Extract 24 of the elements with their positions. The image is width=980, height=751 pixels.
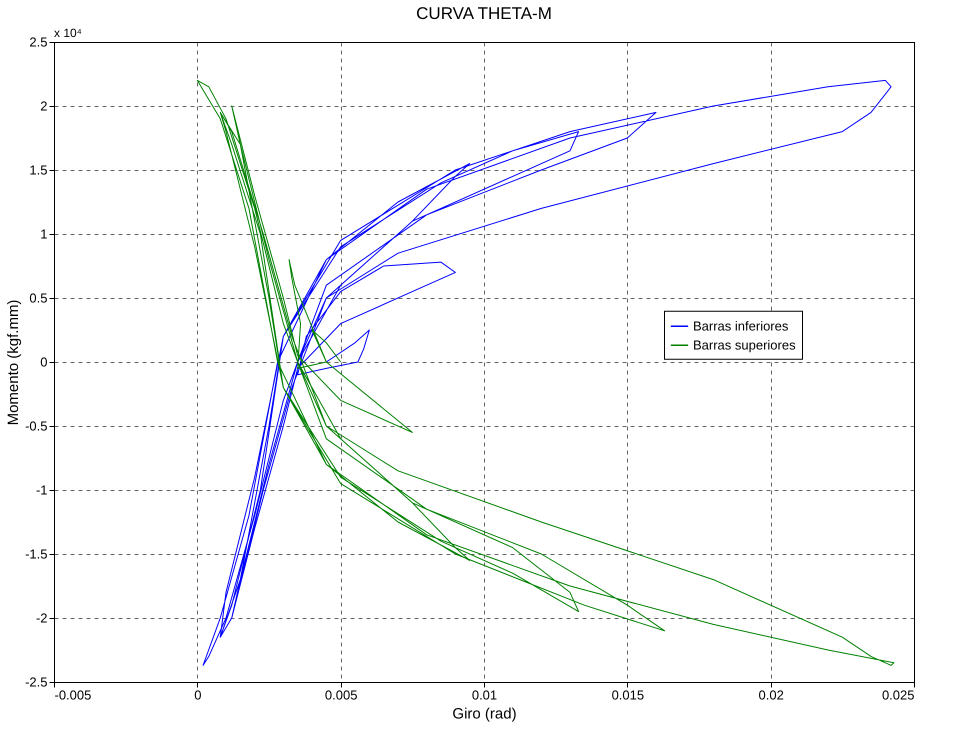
y-tick-label: -0.5 [25, 418, 48, 434]
x-tick-label: 0.005 [324, 688, 358, 702]
x-tick-label: 0.015 [612, 688, 644, 702]
y-axis-title: Momento (kgf.mm) [5, 300, 22, 426]
legend-label: Barras superiores [693, 337, 796, 352]
y-tick-label: -1.5 [25, 546, 48, 562]
x-tick-label: 0.01 [472, 688, 498, 702]
y-tick-label: 0.5 [29, 290, 48, 306]
x-tick-label: 0.025 [882, 688, 914, 702]
chart-title: CURVA THETA-M [416, 4, 552, 23]
y-tick-label: -1 [36, 482, 48, 498]
x-tick-label: 0 [194, 688, 202, 702]
y-tick-label: 1.5 [29, 162, 48, 178]
text: x 10⁴ [54, 26, 82, 40]
y-tick-label: 0 [40, 354, 48, 370]
x-tick-label: 0.02 [758, 688, 784, 702]
y-tick-label: 2 [40, 98, 48, 114]
y-tick-label: -2.5 [25, 674, 48, 690]
x-tick-label: -0.005 [54, 688, 92, 702]
y-tick-label: 2.5 [29, 34, 48, 50]
x-axis-title: Giro (rad) [452, 706, 517, 722]
legend-label: Barras inferiores [693, 318, 789, 334]
y-tick-label: 1 [40, 226, 48, 242]
y-tick-label: -2 [36, 610, 48, 626]
